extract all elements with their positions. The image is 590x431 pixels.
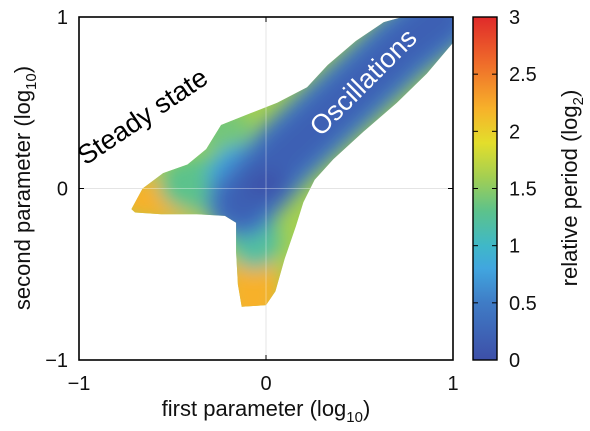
x-tick-label: −1: [68, 373, 91, 395]
colorbar-tick-label: 1.5: [509, 179, 537, 201]
x-axis-ticks: −1 0 1: [68, 17, 459, 395]
colorbar-ticks: 0 0.5 1 1.5 2 2.5 3: [473, 7, 537, 372]
x-tick-label: 0: [260, 373, 271, 395]
colorbar-tick-label: 1: [509, 236, 520, 258]
x-axis-label-subscript: 10: [346, 409, 363, 426]
colorbar-label-subscript: 2: [570, 97, 587, 105]
colorbar-tick-label: 2.5: [509, 64, 537, 86]
x-tick-label: 1: [447, 373, 458, 395]
x-axis-label: first parameter (log10): [162, 396, 371, 426]
colorbar-tick-label: 3: [509, 7, 520, 29]
heat-blob-lower-arm-rim: [224, 245, 281, 307]
colorbar-tick-label: 2: [509, 121, 520, 143]
colorbar-tick-label: 0.5: [509, 293, 537, 315]
colorbar-label: relative period (log2): [557, 90, 587, 287]
colorbar-tick-label: 0: [509, 350, 520, 372]
y-tick-label: 0: [57, 179, 68, 201]
heat-blob-core: [244, 169, 288, 202]
y-axis-label-subscript: 10: [23, 73, 40, 90]
y-tick-label: −1: [45, 350, 68, 372]
y-axis-ticks: −1 0 1: [45, 7, 453, 372]
y-tick-label: 1: [57, 7, 68, 29]
y-axis-label: second parameter (log10): [10, 66, 40, 310]
